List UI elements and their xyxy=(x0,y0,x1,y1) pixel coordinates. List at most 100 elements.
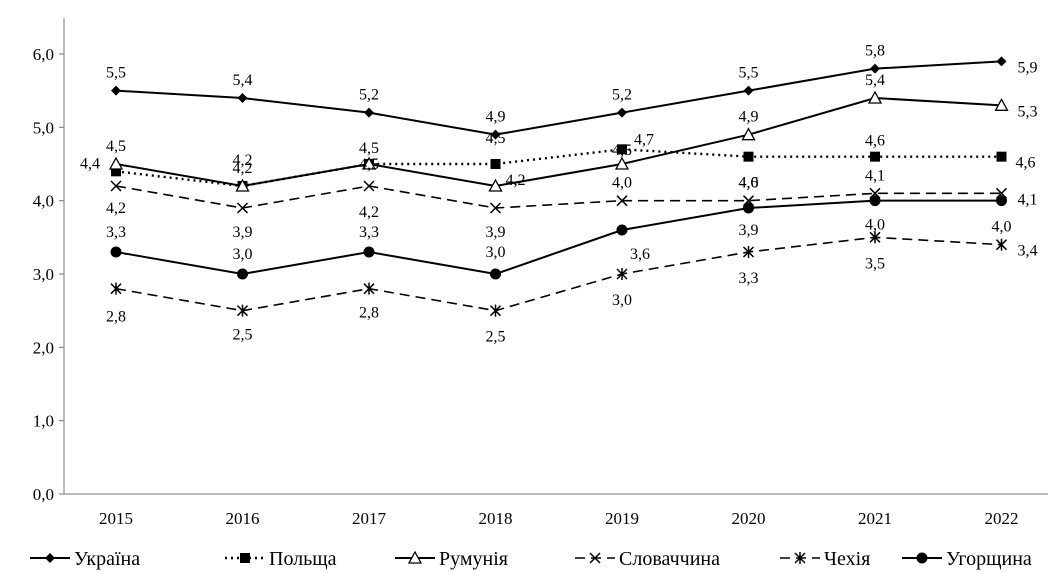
data-point xyxy=(867,90,883,104)
data-label: 3,3 xyxy=(106,224,126,241)
data-label: 2,5 xyxy=(486,329,506,346)
data-label: 4,5 xyxy=(359,140,379,157)
data-label: 4,5 xyxy=(359,156,379,173)
data-label: 5,4 xyxy=(865,72,885,89)
data-label: 5,8 xyxy=(865,43,885,60)
x-tick-label: 2017 xyxy=(352,509,387,528)
data-label: 4,5 xyxy=(106,138,126,155)
data-label: 3,4 xyxy=(1018,243,1038,260)
data-label: 2,8 xyxy=(106,309,126,326)
data-point xyxy=(235,178,250,192)
data-label: 3,6 xyxy=(630,246,650,263)
y-tick-label: 5,0 xyxy=(33,118,54,137)
legend-label: Словаччина xyxy=(619,548,720,570)
data-point xyxy=(869,195,881,207)
data-label: 5,3 xyxy=(1018,103,1038,120)
data-label: 4,0 xyxy=(612,175,632,192)
legend-marker xyxy=(589,552,601,564)
data-point xyxy=(237,268,248,280)
data-point xyxy=(994,97,1009,111)
legend-item: Угорщина xyxy=(902,548,1032,570)
data-point xyxy=(363,180,375,192)
data-label: 5,2 xyxy=(612,87,632,104)
data-point xyxy=(870,63,880,74)
legend-item: Польща xyxy=(225,548,337,570)
data-label: 4,2 xyxy=(233,152,253,169)
data-label: 5,5 xyxy=(739,65,759,82)
data-label: 3,0 xyxy=(612,292,632,309)
data-point xyxy=(111,166,121,177)
data-label: 5,4 xyxy=(233,72,253,89)
data-label: 4,0 xyxy=(992,219,1012,236)
data-label: 4,9 xyxy=(739,109,759,126)
data-label: 4,2 xyxy=(359,204,379,221)
series-5 xyxy=(110,195,1007,280)
data-point xyxy=(617,107,627,118)
x-tick-label: 2022 xyxy=(985,509,1019,528)
data-point xyxy=(996,151,1007,162)
series-line xyxy=(115,236,1002,312)
legend-item: Словаччина xyxy=(575,548,720,570)
data-point xyxy=(743,202,754,214)
y-tick-label: 1,0 xyxy=(33,412,54,431)
legend-label: Чехія xyxy=(824,548,870,570)
data-point xyxy=(743,85,754,96)
data-labels: 5,5 5,45,24,95,25,55,85,94,4 4,2 4,54,5 4,74… xyxy=(80,43,1038,346)
data-point xyxy=(361,156,377,170)
y-tick-label: 0,0 xyxy=(33,485,54,504)
data-label: 4,6 xyxy=(739,175,759,192)
data-point xyxy=(110,246,122,258)
data-point xyxy=(363,282,375,295)
data-label: 4,2 xyxy=(233,160,253,177)
x-tick-label: 2018 xyxy=(479,509,513,528)
data-label: 3,3 xyxy=(359,224,379,241)
data-point xyxy=(996,195,1007,207)
data-point xyxy=(490,159,501,169)
y-tick-label: 6,0 xyxy=(33,45,54,64)
data-label: 3,0 xyxy=(486,244,506,261)
data-label: 4,5 xyxy=(612,142,632,159)
data-point xyxy=(614,156,630,170)
x-tick-label: 2015 xyxy=(99,509,133,528)
data-label: 4,6 xyxy=(865,133,885,150)
x-tick-label: 2019 xyxy=(605,509,639,528)
data-point xyxy=(490,129,501,140)
legend-label: Румунія xyxy=(439,548,508,570)
data-point xyxy=(488,178,503,192)
data-point xyxy=(110,180,122,192)
data-label: 4,1 xyxy=(865,167,885,184)
data-point xyxy=(870,151,880,162)
data-point xyxy=(616,195,628,207)
legend-marker xyxy=(916,552,928,564)
data-label: 5,2 xyxy=(359,87,379,104)
y-tick-label: 4,0 xyxy=(33,192,54,211)
x-tick-label: 2016 xyxy=(226,509,260,528)
data-point xyxy=(869,231,881,244)
x-tick-label: 2020 xyxy=(732,509,766,528)
data-label: 3,9 xyxy=(486,224,506,241)
data-point xyxy=(110,282,122,295)
series-4 xyxy=(110,231,1008,317)
data-label: 3,5 xyxy=(865,255,885,272)
legend-item: Румунія xyxy=(395,548,508,570)
data-label: 4,2 xyxy=(106,200,126,217)
data-label: 2,5 xyxy=(233,327,253,344)
data-point xyxy=(236,202,249,214)
data-label: 3,9 xyxy=(739,222,759,239)
legend-item: Чехія xyxy=(780,548,870,570)
chart-legend: Україна Польща Румунія Словаччина Чехія Угорщ… xyxy=(30,548,1032,570)
series-2 xyxy=(108,90,1009,192)
series-line xyxy=(115,185,1002,209)
data-label: 4,2 xyxy=(506,172,526,189)
series-layer xyxy=(108,56,1009,317)
legend-item: Україна xyxy=(30,548,140,570)
data-point xyxy=(237,93,248,103)
data-point xyxy=(616,268,628,280)
data-label: 4,5 xyxy=(486,130,506,147)
data-point xyxy=(741,127,756,141)
data-label: 4,0 xyxy=(865,217,885,234)
series-line xyxy=(115,60,1002,136)
y-tick-label: 3,0 xyxy=(33,265,54,284)
data-label: 5,9 xyxy=(1018,59,1038,76)
